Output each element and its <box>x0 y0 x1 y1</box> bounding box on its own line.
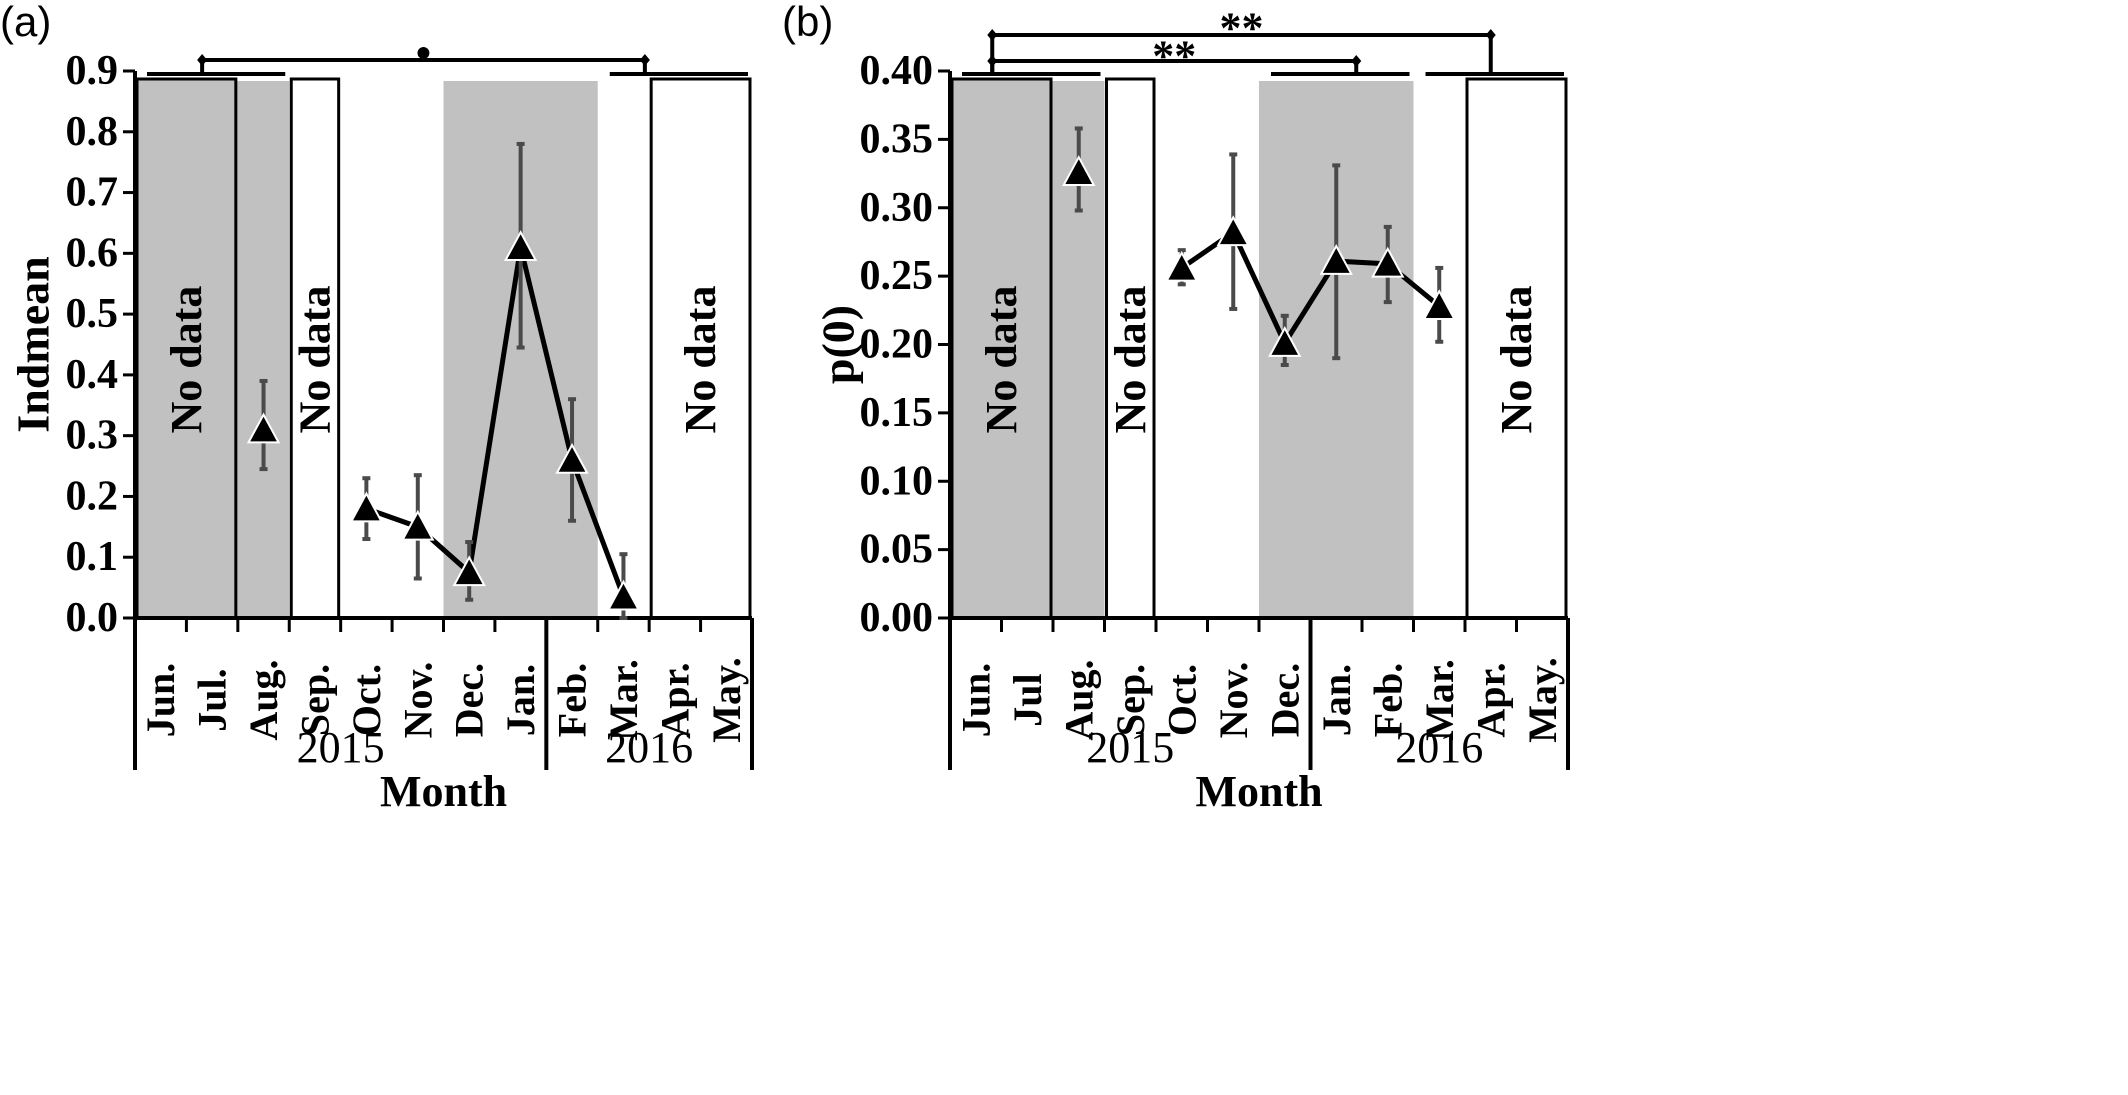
data-point-triangle <box>401 509 435 541</box>
data-point-triangle <box>606 579 641 611</box>
x-tick-label: May. <box>1520 657 1565 743</box>
y-tick-label: 0.25 <box>860 253 934 299</box>
x-tick-label: Jun. <box>953 663 998 738</box>
y-tick-label: 0.7 <box>66 170 119 216</box>
y-tick-label: 0.35 <box>860 116 934 162</box>
y-tick-label: 0.00 <box>860 595 934 641</box>
x-tick-label: Nov. <box>1211 662 1256 739</box>
x-tick-label: Sep. <box>1108 664 1153 736</box>
x-tick-label: Sep. <box>292 664 337 736</box>
data-point-triangle <box>246 412 281 444</box>
bracket-end-marker <box>987 55 998 67</box>
no-data-label: No data <box>162 286 211 434</box>
data-point-triangle <box>1319 243 1353 275</box>
data-point-triangle <box>452 555 486 587</box>
y-tick-label: 0.8 <box>66 109 119 155</box>
data-point-triangle <box>503 230 538 262</box>
significance-marker: ** <box>1220 4 1264 53</box>
y-tick-label: 0.3 <box>66 413 119 459</box>
data-point-triangle <box>1268 326 1302 357</box>
x-tick-label: Jan. <box>1314 664 1359 736</box>
year-label: 2015 <box>297 723 385 772</box>
x-tick-label: Aug. <box>241 659 286 740</box>
no-data-box <box>289 77 341 620</box>
data-point-triangle <box>1422 289 1456 320</box>
y-tick-label: 0.15 <box>860 390 934 436</box>
x-tick-label: Feb. <box>550 663 595 737</box>
y-tick-label: 0.20 <box>860 322 934 368</box>
no-data-box <box>1105 77 1156 620</box>
y-tick-label: 0.1 <box>66 534 119 580</box>
x-tick-label: Jan. <box>498 664 543 736</box>
y-tick-label: 0.10 <box>860 458 934 504</box>
x-tick-label: Dec. <box>1262 663 1307 737</box>
no-data-label: No data <box>1492 286 1541 434</box>
data-point-triangle <box>349 491 384 523</box>
x-tick-label: Mar. <box>1417 659 1462 741</box>
no-data-label: No data <box>290 286 339 434</box>
x-tick-label: Nov. <box>395 662 440 739</box>
x-tick-label: Apr. <box>652 662 697 737</box>
year-label: 2016 <box>1395 723 1483 772</box>
y-tick-label: 0.40 <box>860 48 934 94</box>
panel-label: (a) <box>0 0 51 45</box>
y-tick-label: 0.30 <box>860 185 934 231</box>
x-tick-label: Jul <box>1005 673 1050 726</box>
data-point-triangle <box>1371 246 1405 278</box>
y-tick-label: 0.9 <box>66 48 119 94</box>
y-tick-label: 0.0 <box>66 595 119 641</box>
x-tick-label: Feb. <box>1365 663 1410 737</box>
x-tick-label: Dec. <box>447 663 492 737</box>
series-line <box>365 246 626 598</box>
y-tick-label: 0.2 <box>66 473 119 519</box>
y-tick-label: 0.5 <box>66 291 119 337</box>
x-tick-label: Jun. <box>138 663 183 738</box>
data-point-triangle <box>1062 155 1096 186</box>
no-data-label: No data <box>1106 286 1155 434</box>
significance-marker: • <box>416 29 431 78</box>
data-point-triangle <box>1216 215 1250 247</box>
bracket-end-marker <box>987 29 998 41</box>
no-data-label: No data <box>977 286 1026 434</box>
x-tick-label: Aug. <box>1056 659 1101 740</box>
y-axis-title: Indmean <box>8 256 59 432</box>
bracket-end-marker <box>197 54 208 66</box>
bracket-end-marker <box>639 54 650 66</box>
panel-a: No data No data No data 0.0 0.1 0.2 0.3 0.4 0.5 0… <box>0 0 754 816</box>
bracket-end-marker <box>1351 55 1362 67</box>
y-tick-label: 0.4 <box>66 352 119 398</box>
data-point-triangle <box>1165 250 1199 282</box>
x-tick-label: Mar. <box>601 659 646 741</box>
significance-marker: ** <box>1152 32 1196 81</box>
bracket-end-marker <box>1485 29 1496 41</box>
year-label: 2015 <box>1086 723 1174 772</box>
x-tick-label: Apr. <box>1468 662 1513 737</box>
no-data-label: No data <box>676 286 725 434</box>
y-tick-label: 0.05 <box>860 527 934 573</box>
x-tick-label: May. <box>704 657 749 743</box>
y-axis-title: p(0) <box>813 305 864 384</box>
no-data-box <box>649 77 752 620</box>
x-axis-title: Month <box>380 767 507 816</box>
x-tick-label: Jul. <box>190 668 235 731</box>
panel-label: (b) <box>782 0 833 45</box>
x-tick-label: Oct. <box>344 664 389 736</box>
y-tick-label: 0.6 <box>66 230 119 276</box>
x-axis-title: Month <box>1195 767 1322 816</box>
x-tick-label: Oct. <box>1159 664 1204 736</box>
year-label: 2016 <box>605 723 693 772</box>
data-point-triangle <box>555 442 589 474</box>
panel-b: No data No data No data 0.00 0.05 0.10 0.15 0.2… <box>782 0 1570 816</box>
